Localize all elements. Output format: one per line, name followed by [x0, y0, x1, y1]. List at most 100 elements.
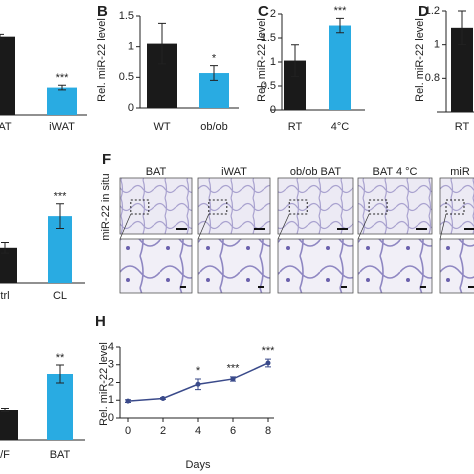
- micrograph: [439, 177, 474, 235]
- error-bar: [1, 408, 9, 412]
- point: [195, 381, 201, 387]
- bar: [329, 25, 351, 110]
- bar: [47, 374, 73, 440]
- x-tick-label: iWAT: [49, 121, 75, 133]
- point: [230, 376, 236, 382]
- y-tick-label: 0.5: [119, 71, 134, 83]
- zoom-box: [368, 199, 388, 215]
- column-label: miR: [450, 166, 470, 178]
- significance: ***: [54, 191, 68, 203]
- micrograph: [357, 177, 433, 235]
- micrograph: [277, 177, 354, 235]
- micrograph: [119, 177, 193, 235]
- y-tick-label: 1.5: [261, 32, 276, 44]
- y-tick-label: 3: [108, 359, 114, 371]
- micrograph-zoom: [439, 238, 474, 294]
- y-tick-label: 0.5: [261, 80, 276, 92]
- panel-label: H: [95, 313, 106, 330]
- column-label: BAT 4 °C: [373, 166, 418, 178]
- x-axis-label: Days: [185, 459, 211, 471]
- error-bar: [210, 65, 218, 81]
- significance: ***: [262, 345, 276, 357]
- error-bar: [291, 44, 299, 77]
- bar: [0, 410, 18, 440]
- panel-f: F miR-22 in situ BAT iWAT ob/ob BAT BAT 4 °…: [100, 151, 474, 294]
- micrograph: [197, 177, 271, 235]
- zoom-line: [277, 213, 290, 240]
- significance: ***: [227, 363, 241, 375]
- zoom-box: [130, 199, 150, 215]
- error-bar: [0, 33, 4, 40]
- x-tick-label: RT: [455, 121, 470, 133]
- row-label: miR-22 in situ: [100, 173, 112, 240]
- y-axis-label: Rel. miR-22 level: [256, 18, 268, 102]
- micrograph-zoom: [197, 238, 271, 294]
- significance: *: [212, 53, 217, 65]
- micrograph-zoom: [277, 238, 354, 294]
- point: [160, 395, 166, 401]
- error-bar: [58, 84, 66, 91]
- panel-label: F: [102, 151, 111, 168]
- x-tick-label: 4: [195, 425, 201, 437]
- x-tick-label: WT: [153, 121, 170, 133]
- column-label: ob/ob BAT: [290, 166, 341, 178]
- error-bar: [336, 17, 344, 34]
- error-bar: [56, 203, 64, 229]
- panel-label: C: [258, 3, 269, 20]
- x-tick-label: BAT: [50, 449, 71, 461]
- x-tick-label: /F: [0, 449, 10, 461]
- x-tick-label: 0: [125, 425, 131, 437]
- y-tick-label: 2: [108, 376, 114, 388]
- significance: *: [196, 365, 201, 377]
- column-label: BAT: [146, 166, 167, 178]
- zoom-box: [288, 199, 308, 215]
- bar: [0, 247, 17, 283]
- bar: [0, 36, 15, 115]
- x-tick-label: RT: [288, 121, 303, 133]
- panel-label: B: [97, 3, 108, 20]
- y-tick-label: 1.2: [425, 5, 440, 17]
- zoom-line: [439, 213, 447, 240]
- y-tick-label: 1: [270, 56, 276, 68]
- zoom-line: [197, 213, 210, 240]
- x-tick-label: WAT: [0, 121, 12, 133]
- zoom-line: [357, 213, 370, 240]
- y-tick-label: 1: [108, 394, 114, 406]
- micrograph-zoom: [357, 238, 433, 294]
- panel-label: D: [418, 3, 429, 20]
- bar: [284, 60, 306, 110]
- x-tick-label: 8: [265, 425, 271, 437]
- x-tick-label: ob/ob: [200, 121, 228, 133]
- error-bar: [458, 10, 466, 46]
- x-tick-label: CL: [53, 290, 67, 302]
- significance: ***: [56, 72, 70, 84]
- x-tick-label: 6: [230, 425, 236, 437]
- y-tick-label: 1: [128, 41, 134, 53]
- column-label: iWAT: [221, 166, 247, 178]
- error-bar: [158, 22, 166, 65]
- y-tick-label: 1.5: [119, 10, 134, 22]
- y-axis-label: Rel. miR-22 level: [414, 18, 426, 102]
- x-tick-label: 4°C: [331, 121, 350, 133]
- zoom-box: [208, 199, 228, 215]
- bar: [47, 87, 77, 115]
- y-tick-label: 4: [108, 341, 114, 353]
- significance: ***: [334, 5, 348, 17]
- y-tick-label: 2: [270, 8, 276, 20]
- bar: [451, 27, 473, 112]
- point: [265, 360, 271, 366]
- y-tick-label: 0.8: [425, 72, 440, 84]
- y-tick-label: 1: [434, 39, 440, 51]
- micrograph-zoom: [119, 238, 193, 294]
- x-tick-label: trl: [0, 290, 9, 302]
- zoom-box: [445, 199, 465, 215]
- zoom-line: [119, 213, 132, 240]
- error-bar: [1, 242, 9, 254]
- y-tick-label: 0: [108, 412, 114, 424]
- error-bar: [56, 364, 64, 384]
- x-tick-label: 2: [160, 425, 166, 437]
- y-tick-label: 0: [128, 102, 134, 114]
- point: [125, 398, 131, 404]
